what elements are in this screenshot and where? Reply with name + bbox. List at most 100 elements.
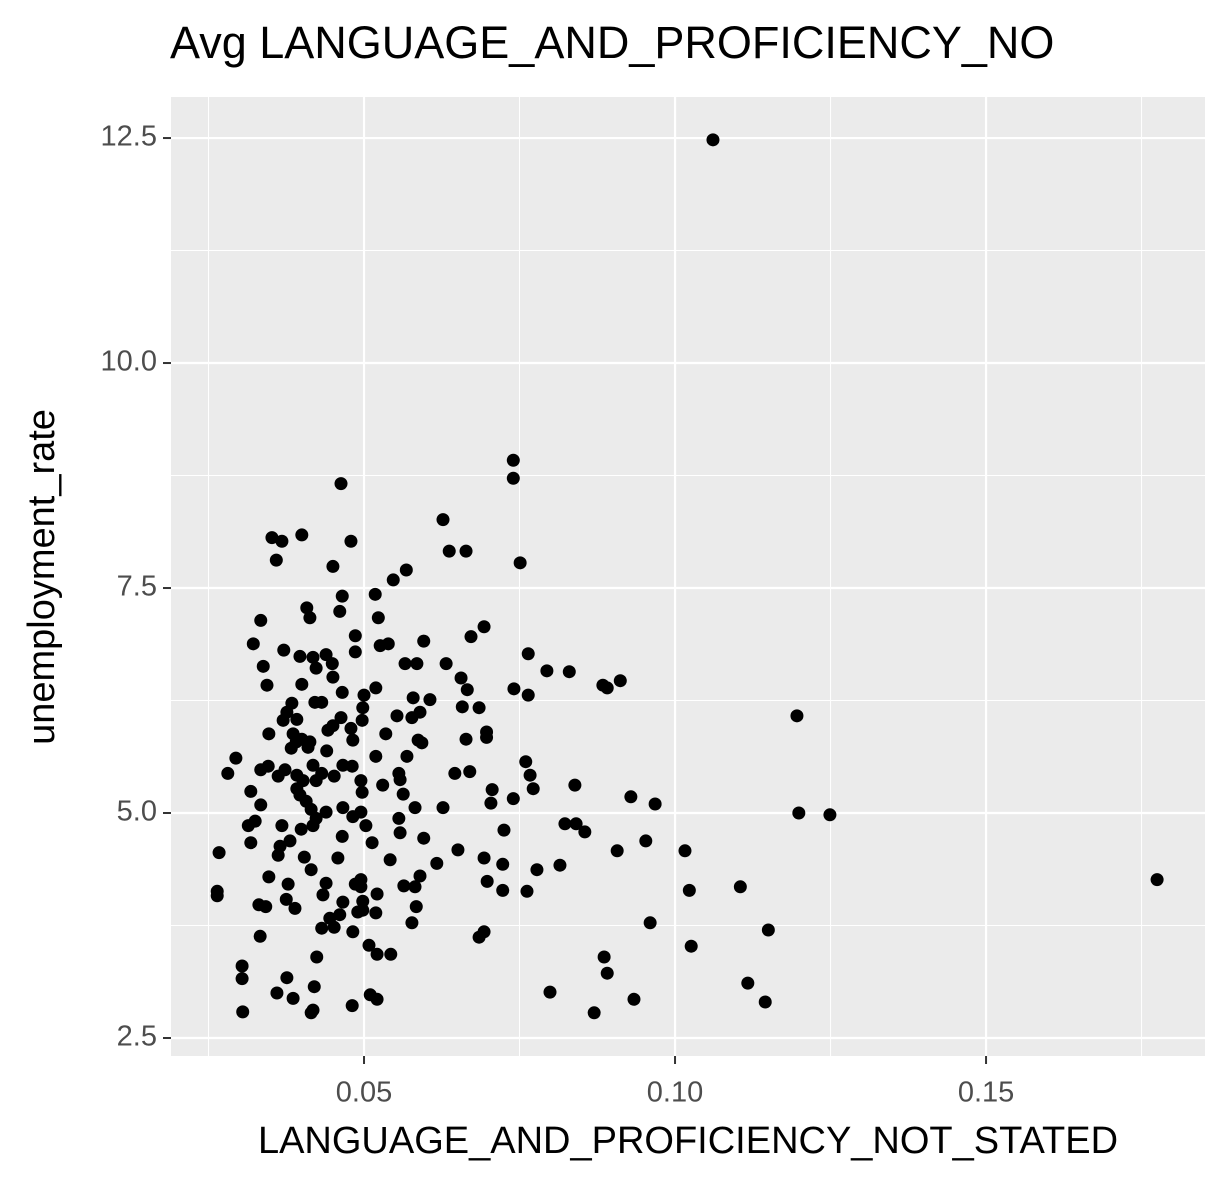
point xyxy=(357,688,371,702)
point xyxy=(370,992,384,1006)
point xyxy=(260,678,274,692)
point xyxy=(399,563,413,577)
point xyxy=(624,790,638,804)
point xyxy=(326,559,340,573)
point xyxy=(265,531,279,545)
point xyxy=(290,712,304,726)
point xyxy=(371,611,385,625)
point xyxy=(613,674,627,688)
point xyxy=(569,817,583,831)
point xyxy=(459,544,473,558)
point xyxy=(235,972,249,986)
point xyxy=(369,749,383,763)
point xyxy=(210,889,224,903)
point xyxy=(610,844,624,858)
point xyxy=(600,681,614,695)
point xyxy=(413,705,427,719)
point xyxy=(485,783,499,797)
point xyxy=(417,634,431,648)
plot-panel xyxy=(171,97,1205,1056)
point xyxy=(335,829,349,843)
point xyxy=(333,908,347,922)
point xyxy=(497,823,511,837)
point xyxy=(442,544,456,558)
point xyxy=(398,657,412,671)
point xyxy=(275,534,289,548)
point xyxy=(682,883,696,897)
point xyxy=(415,736,429,750)
point xyxy=(409,900,423,914)
point xyxy=(235,959,249,973)
point xyxy=(346,810,360,824)
point xyxy=(648,797,662,811)
point xyxy=(390,709,404,723)
point xyxy=(368,587,382,601)
point xyxy=(678,844,692,858)
point xyxy=(356,701,370,715)
y-tick-label: 12.5 xyxy=(101,121,157,153)
point xyxy=(254,763,268,777)
point xyxy=(279,892,293,906)
point xyxy=(384,947,398,961)
point xyxy=(562,665,576,679)
point xyxy=(295,677,309,691)
point xyxy=(369,681,383,695)
point xyxy=(315,921,329,935)
point xyxy=(627,992,641,1006)
point xyxy=(400,749,414,763)
y-axis-title: unemployment_rate xyxy=(21,409,63,745)
point xyxy=(354,774,368,788)
point xyxy=(335,589,349,603)
point xyxy=(521,647,535,661)
point xyxy=(344,534,358,548)
point xyxy=(587,1006,601,1020)
point xyxy=(275,819,289,833)
point xyxy=(345,999,359,1013)
point xyxy=(336,895,350,909)
x-axis-title: LANGUAGE_AND_PROFICIENCY_NOT_STATED xyxy=(258,1120,1118,1162)
point xyxy=(392,811,406,825)
point xyxy=(405,916,419,930)
point xyxy=(464,630,478,644)
point xyxy=(393,826,407,840)
point xyxy=(684,939,698,953)
point xyxy=(758,995,772,1009)
point xyxy=(543,985,557,999)
point xyxy=(335,685,349,699)
point xyxy=(454,671,468,685)
point xyxy=(393,773,407,787)
point xyxy=(643,916,657,930)
point xyxy=(254,798,268,812)
point xyxy=(455,700,469,714)
point xyxy=(568,778,582,792)
point xyxy=(526,782,540,796)
point xyxy=(321,723,335,737)
point xyxy=(506,792,520,806)
point xyxy=(484,796,498,810)
point xyxy=(741,976,755,990)
point xyxy=(280,971,294,985)
point xyxy=(271,848,285,862)
point xyxy=(300,601,314,615)
x-tick-label: 0.10 xyxy=(647,1077,703,1109)
point xyxy=(309,661,323,675)
point xyxy=(521,688,535,702)
point xyxy=(451,843,465,857)
point xyxy=(496,883,510,897)
point xyxy=(408,880,422,894)
y-tick-label: 2.5 xyxy=(117,1021,157,1053)
point xyxy=(334,711,348,725)
point xyxy=(408,801,422,815)
point xyxy=(294,822,308,836)
point xyxy=(271,769,285,783)
point xyxy=(519,755,533,769)
point xyxy=(336,758,350,772)
point xyxy=(325,657,339,671)
point xyxy=(578,825,592,839)
point xyxy=(221,766,235,780)
point xyxy=(356,894,370,908)
point xyxy=(410,657,424,671)
point xyxy=(345,759,359,773)
point xyxy=(373,639,387,653)
